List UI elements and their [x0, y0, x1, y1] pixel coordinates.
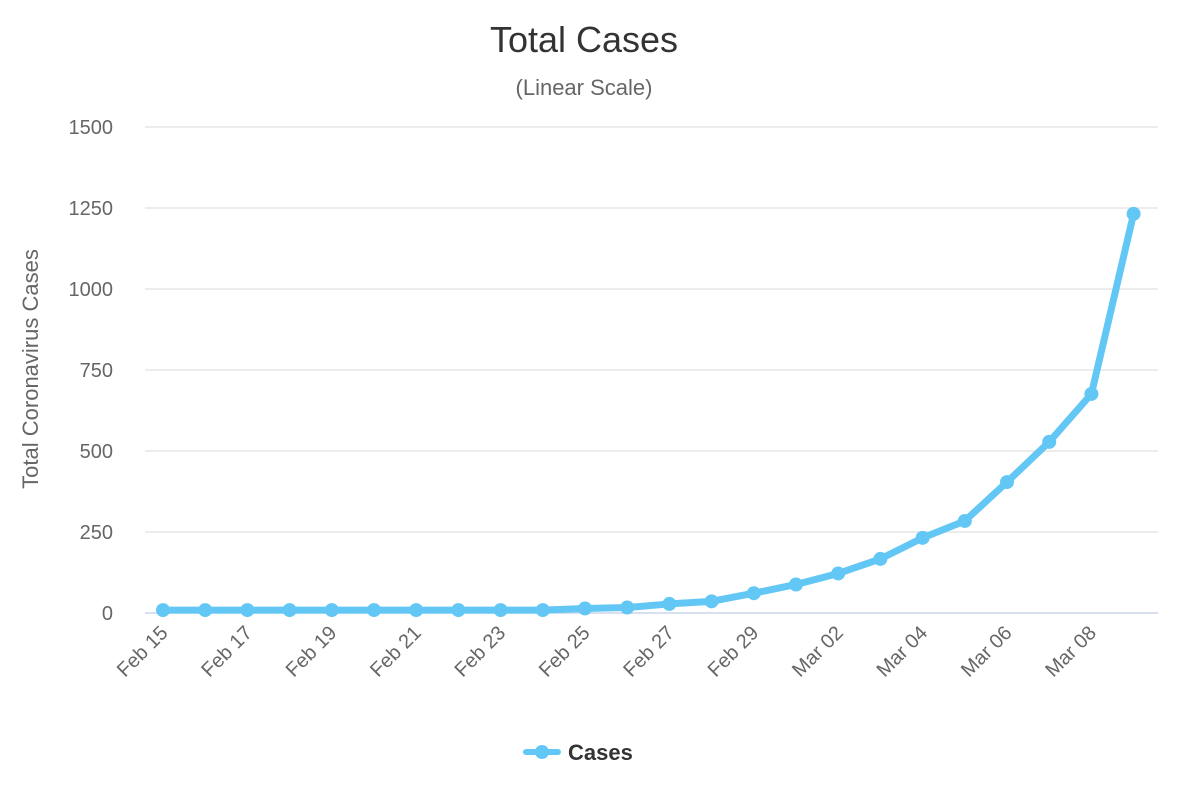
data-point[interactable] — [240, 603, 255, 618]
x-tick-label: Mar 08 — [1041, 622, 1101, 682]
x-tick-label: Feb 25 — [535, 622, 595, 682]
legend[interactable]: Cases — [523, 740, 633, 765]
legend-swatch-marker — [535, 745, 549, 759]
data-point[interactable] — [873, 551, 888, 566]
legend-label-cases: Cases — [568, 740, 633, 765]
data-point[interactable] — [789, 577, 803, 592]
data-point[interactable] — [1126, 206, 1141, 221]
data-point[interactable] — [451, 603, 466, 618]
data-point[interactable] — [324, 603, 339, 618]
data-point[interactable] — [198, 603, 213, 618]
x-tick-label: Feb 23 — [451, 622, 511, 682]
x-axis-ticks: Feb 15 Feb 17 Feb 19 Feb 21 Feb 23 Feb 25 Feb … — [113, 622, 1101, 682]
y-tick-label: 1250 — [69, 198, 114, 220]
series-line — [159, 210, 1138, 614]
data-point[interactable] — [156, 603, 170, 618]
x-tick-label: Feb 17 — [197, 622, 257, 682]
data-point[interactable] — [704, 594, 719, 609]
x-tick-label: Feb 19 — [282, 622, 342, 682]
y-tick-label: 1500 — [69, 117, 114, 139]
x-tick-label: Mar 06 — [957, 622, 1017, 682]
gridlines — [145, 126, 1158, 533]
y-tick-label: 500 — [80, 441, 113, 463]
series-cases — [156, 206, 1141, 618]
y-tick-label: 750 — [80, 360, 113, 382]
chart-title: Total Cases — [490, 19, 678, 60]
data-point[interactable] — [915, 530, 930, 545]
data-point[interactable] — [578, 601, 592, 616]
y-axis-ticks: 0 250 500 750 1000 1250 1500 — [69, 117, 114, 625]
data-point[interactable] — [1042, 434, 1057, 449]
data-point[interactable] — [1000, 475, 1014, 490]
data-point[interactable] — [831, 566, 846, 581]
x-tick-label: Feb 27 — [619, 622, 679, 682]
y-tick-label: 0 — [102, 603, 113, 625]
data-point[interactable] — [746, 586, 761, 601]
data-point[interactable] — [282, 603, 297, 618]
data-point[interactable] — [409, 603, 424, 618]
y-tick-label: 250 — [80, 522, 113, 544]
x-tick-label: Feb 29 — [704, 622, 764, 682]
x-tick-label: Feb 21 — [366, 622, 426, 682]
x-tick-label: Feb 15 — [113, 622, 173, 682]
data-point[interactable] — [620, 600, 635, 615]
data-point[interactable] — [535, 603, 550, 618]
chart-subtitle: (Linear Scale) — [516, 75, 653, 100]
data-point[interactable] — [493, 603, 508, 618]
y-tick-label: 1000 — [69, 279, 114, 301]
x-tick-label: Mar 04 — [873, 622, 933, 682]
data-point[interactable] — [1084, 386, 1099, 401]
x-tick-label: Mar 02 — [788, 622, 848, 682]
data-point[interactable] — [367, 603, 381, 618]
data-point[interactable] — [957, 513, 972, 528]
y-axis-label: Total Coronavirus Cases — [18, 249, 43, 489]
data-point[interactable] — [662, 596, 677, 611]
